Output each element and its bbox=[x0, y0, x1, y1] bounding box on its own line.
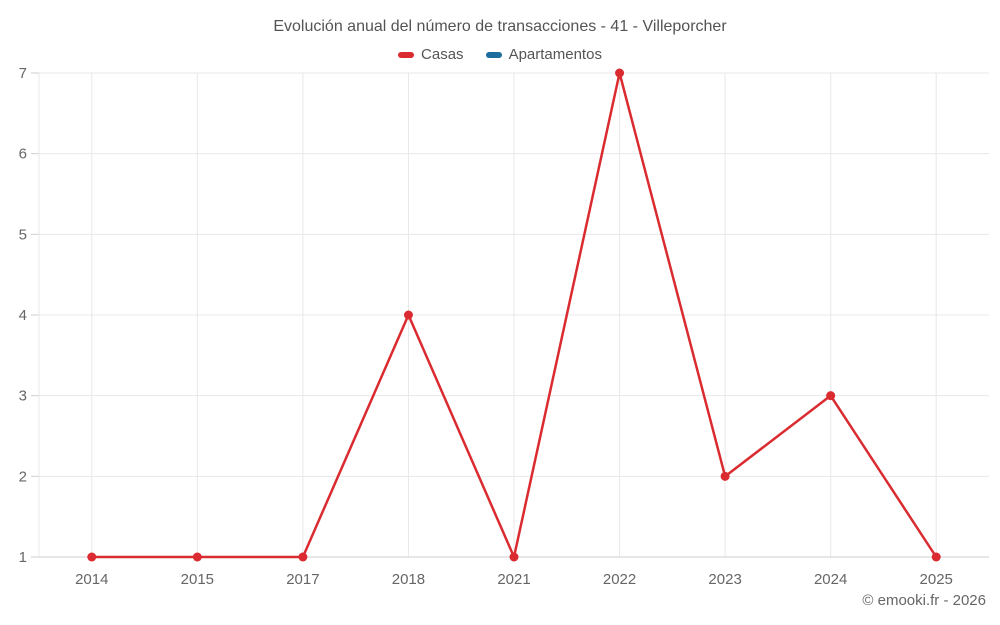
x-tick-label: 2023 bbox=[708, 571, 741, 588]
x-tick-label: 2018 bbox=[392, 571, 425, 588]
casas-data-point bbox=[826, 391, 836, 401]
x-tick-label: 2014 bbox=[75, 571, 108, 588]
y-tick-label: 7 bbox=[19, 65, 27, 82]
y-tick-label: 2 bbox=[19, 468, 27, 485]
apartamentos-legend-swatch-icon bbox=[485, 51, 502, 58]
casas-data-point bbox=[615, 68, 625, 78]
apartamentos-legend-label: Apartamentos bbox=[508, 46, 602, 63]
y-tick-label: 1 bbox=[19, 549, 27, 566]
casas-data-point bbox=[720, 471, 730, 481]
legend: Casas Apartamentos bbox=[0, 46, 1000, 63]
x-tick-label: 2025 bbox=[920, 571, 953, 588]
casas-legend-label: Casas bbox=[421, 46, 464, 63]
y-tick-label: 3 bbox=[19, 388, 27, 405]
casas-data-point bbox=[403, 310, 413, 320]
y-tick-label: 6 bbox=[19, 146, 27, 163]
casas-data-point bbox=[298, 552, 308, 562]
casas-data-point bbox=[931, 552, 941, 562]
casas-data-point bbox=[87, 552, 97, 562]
chart-title: Evolución anual del número de transaccio… bbox=[273, 18, 727, 35]
x-tick-label: 2017 bbox=[286, 571, 319, 588]
legend-item-apartamentos[interactable]: Apartamentos bbox=[485, 46, 602, 63]
copyright-footer: © emooki.fr - 2026 bbox=[862, 592, 986, 609]
x-tick-label: 2024 bbox=[814, 571, 847, 588]
legend-item-casas[interactable]: Casas bbox=[398, 46, 464, 63]
y-tick-label: 4 bbox=[19, 307, 27, 324]
casas-legend-swatch-icon bbox=[398, 51, 415, 58]
casas-data-point bbox=[192, 552, 202, 562]
x-tick-label: 2021 bbox=[497, 571, 530, 588]
y-tick-label: 5 bbox=[19, 226, 27, 243]
x-tick-label: 2022 bbox=[603, 571, 636, 588]
casas-data-point bbox=[509, 552, 519, 562]
x-tick-label: 2015 bbox=[181, 571, 214, 588]
